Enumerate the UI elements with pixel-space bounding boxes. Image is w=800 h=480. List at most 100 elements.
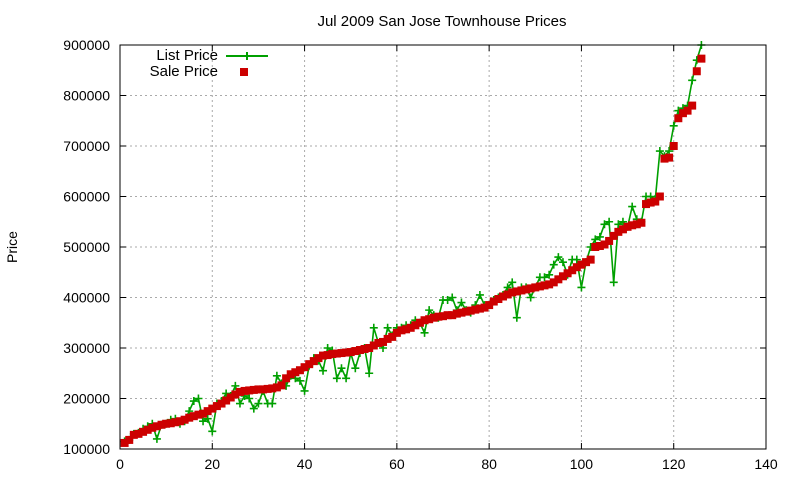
list-price-point	[669, 121, 678, 130]
list-price-point	[323, 344, 332, 352]
sale-price-point	[457, 308, 466, 317]
sale-price-point	[503, 290, 512, 299]
list-price-point	[448, 293, 457, 302]
sale-price-point	[295, 366, 304, 375]
list-price-point	[475, 290, 484, 299]
sale-price-point	[660, 154, 669, 163]
list-price-point	[614, 220, 623, 229]
list-price-point	[351, 364, 360, 373]
y-tick-label: 400000	[63, 290, 110, 306]
sale-price-point	[291, 368, 300, 377]
sale-price-point	[558, 272, 567, 281]
sale-price-point	[480, 303, 489, 312]
list-price-point	[545, 270, 554, 279]
sale-price-point	[369, 341, 378, 350]
sale-price-point	[595, 241, 604, 250]
list-price-point	[605, 217, 614, 226]
sale-price-point	[618, 225, 627, 234]
list-price-point	[628, 202, 637, 211]
sale-price-point	[162, 419, 171, 428]
sale-price-point	[568, 266, 577, 275]
x-tick-label: 60	[389, 456, 405, 472]
sale-price-point	[600, 240, 609, 249]
x-tick-label: 100	[570, 456, 594, 472]
list-price-point	[554, 253, 563, 262]
sale-price-point	[305, 360, 314, 369]
y-tick-label: 200000	[63, 391, 110, 407]
sale-price-point	[166, 419, 175, 428]
sale-price-point	[157, 420, 166, 429]
y-tick-label: 700000	[63, 138, 110, 154]
list-price-point	[655, 147, 664, 156]
sale-price-point	[379, 337, 388, 346]
sale-price-point	[697, 54, 706, 63]
list-price-point	[249, 404, 258, 413]
list-price-point	[365, 369, 374, 378]
sale-price-point	[475, 304, 484, 313]
sale-price-point	[632, 220, 641, 229]
list-price-point	[300, 386, 309, 395]
sale-price-point	[388, 332, 397, 341]
x-tick-label: 80	[481, 456, 497, 472]
sale-price-point	[651, 197, 660, 206]
sale-price-point	[628, 221, 637, 230]
sale-price-point	[309, 357, 318, 366]
sale-price-point	[563, 269, 572, 278]
sale-price-point	[402, 325, 411, 334]
list-price-point	[295, 376, 304, 385]
sale-price-point	[134, 429, 143, 438]
sale-price-point	[175, 417, 184, 426]
sale-price-point	[374, 338, 383, 347]
sale-price-point	[665, 153, 674, 162]
sale-price-point	[406, 323, 415, 332]
list-price-point	[222, 389, 231, 398]
x-tick-label: 140	[754, 456, 778, 472]
list-price-point	[512, 313, 521, 322]
list-price-point	[457, 298, 466, 307]
sale-price-point	[249, 385, 258, 394]
list-price-point	[549, 260, 558, 269]
list-price-point	[272, 371, 281, 380]
list-price-point	[558, 258, 567, 267]
sale-price-point	[185, 413, 194, 422]
list-price-point	[577, 283, 586, 292]
sale-price-point	[319, 351, 328, 360]
x-tick-label: 120	[662, 456, 686, 472]
list-price-point	[591, 235, 600, 244]
sale-price-point	[383, 334, 392, 343]
sale-price-point	[462, 307, 471, 316]
sale-price-point	[425, 315, 434, 324]
list-price-point	[420, 328, 429, 337]
sale-price-point	[263, 384, 272, 393]
sale-price-point	[591, 243, 600, 251]
y-axis-label: Price	[4, 231, 20, 263]
plot-frame	[119, 44, 767, 450]
sale-price-point	[688, 101, 697, 110]
list-price-point	[342, 374, 351, 383]
sale-price-point	[351, 347, 360, 356]
sale-price-point	[328, 350, 337, 359]
sale-price-point	[572, 263, 581, 272]
y-tick-label: 100000	[63, 441, 110, 457]
legend: List Price Sale Price	[150, 47, 268, 80]
sale-price-point	[208, 404, 217, 413]
list-price-point	[383, 323, 392, 332]
list-price-point	[595, 232, 604, 241]
list-price-point	[508, 278, 517, 287]
list-price-point	[332, 374, 341, 383]
x-tick-label: 0	[116, 456, 124, 472]
sale-price-point	[498, 292, 507, 301]
sale-price-point	[254, 385, 263, 394]
sale-price-point	[646, 198, 655, 207]
sale-price-point	[448, 311, 457, 320]
sale-price-point	[549, 278, 558, 287]
list-price-point	[208, 427, 217, 436]
sale-price-point	[614, 227, 623, 236]
sale-price-point	[582, 258, 591, 267]
sale-price-point	[471, 305, 480, 314]
sale-price-point	[272, 383, 281, 392]
y-tick-label: 600000	[63, 189, 110, 205]
sale-price-point	[125, 435, 134, 444]
series-layer	[120, 41, 706, 447]
sale-price-point	[485, 301, 494, 310]
